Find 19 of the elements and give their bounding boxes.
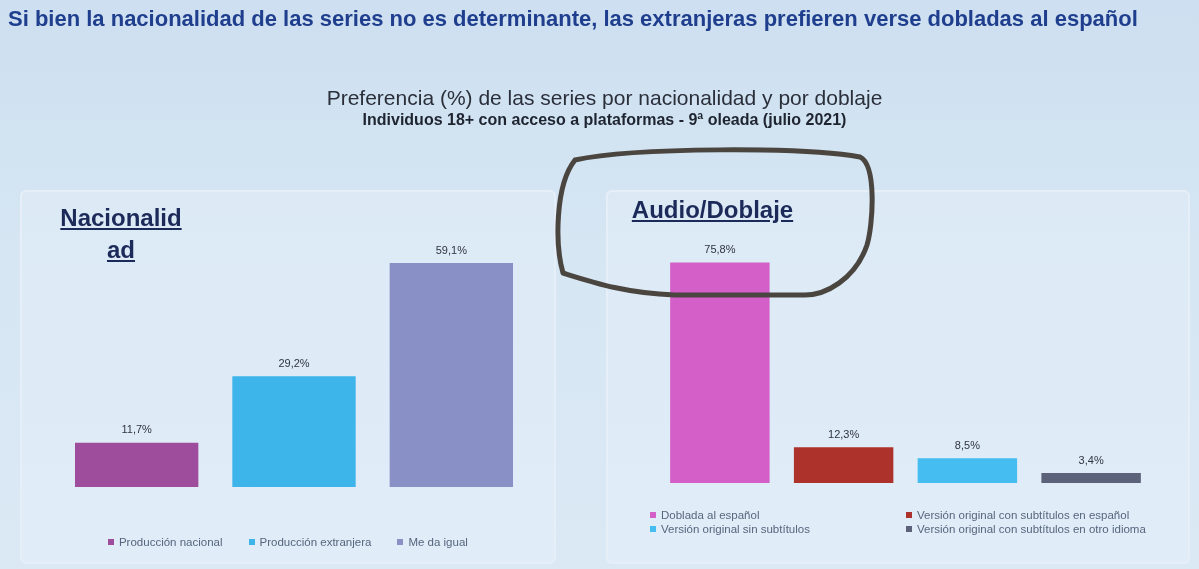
- chart-title: Nacionalidad: [59, 203, 183, 265]
- legend-label: Doblada al español: [661, 509, 760, 521]
- legend-label: Versión original sin subtítulos: [661, 523, 810, 535]
- text: Si bien la nacionalidad de las series no es determinante, las extranjeras prefieren verse dobladas al español: [8, 6, 1138, 32]
- data-label: 12,3%: [827, 427, 860, 440]
- legend-label: Producción extranjera: [259, 536, 372, 548]
- data-label: 75,8%: [704, 243, 736, 256]
- text: Individuos 18+ con acceso a plataformas - 9ª oleada (julio 2021): [361, 111, 848, 129]
- data-label: 3,4%: [1078, 453, 1104, 466]
- data-label: 59,1%: [435, 243, 468, 256]
- data-label: 11,7%: [121, 423, 153, 436]
- legend-label: Me da igual: [408, 536, 468, 548]
- text: Preferencia (%) de las series por nacionalidad y por doblaje: [325, 86, 884, 110]
- legend-label: Versión original con subtítulos en otro idioma: [916, 523, 1146, 535]
- legend-label: Versión original con subtítulos en español: [916, 509, 1130, 521]
- data-label: 8,5%: [954, 438, 980, 451]
- data-label: 29,2%: [278, 356, 310, 369]
- legend-label: Producción nacional: [118, 536, 223, 548]
- chart-title: Audio/Doblaje: [631, 195, 794, 225]
